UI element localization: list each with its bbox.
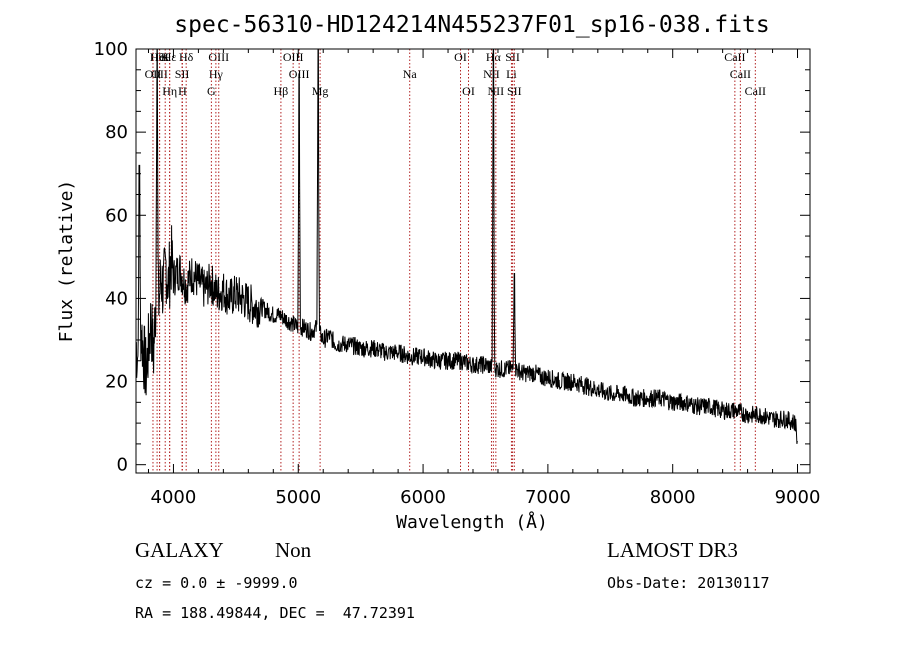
marker-label-6: OII [145,67,162,81]
marker-label-7: H [178,84,187,98]
survey-name: LAMOST DR3 [607,538,738,562]
marker-label-18: OI [454,50,467,64]
y-tick-label: 80 [105,122,128,143]
marker-label-22: NII [488,84,505,98]
coordinates-line: RA = 188.49844, DEC = 47.72391 [135,604,415,622]
obs-date: Obs-Date: 20130117 [607,574,770,592]
x-tick-label: 6000 [400,487,446,508]
x-tick-label: 8000 [650,487,696,508]
y-tick-label: 40 [105,288,128,309]
marker-label-9: SII [175,67,190,81]
marker-label-3: HeI [151,50,169,64]
x-tick-label: 7000 [525,487,571,508]
marker-label-14: OIII [283,50,304,64]
x-tick-label: 4000 [151,487,197,508]
chart-title: spec-56310-HD124214N455237F01_sp16-038.f… [174,12,769,38]
plot-frame [135,48,811,474]
marker-label-27: CaII [730,67,751,81]
marker-label-16: Mg [312,84,329,98]
marker-label-13: Hβ [274,84,289,98]
marker-label-21: NII [483,67,500,81]
x-tick-label: 9000 [775,487,821,508]
marker-label-23: SII [505,50,520,64]
y-tick-label: 60 [105,205,128,226]
object-subclass: Non [275,538,312,562]
marker-label-5: Hε [163,50,177,64]
x-axis-label: Wavelength (Å) [396,511,548,533]
marker-label-10: OIII [208,50,229,64]
marker-label-25: SII [507,84,522,98]
y-axis-label: Flux (relative) [56,180,77,343]
marker-label-11: Hγ [209,67,224,81]
marker-label-17: Na [403,67,418,81]
marker-label-12: G [207,84,216,98]
x-tick-label: 5000 [275,487,321,508]
y-tick-label: 0 [117,455,128,476]
y-tick-label: 20 [105,372,128,393]
axis-ticks: 4000 5000 6000 7000 8000 9000 0 20 40 60 80 100 [94,39,821,508]
object-class: GALAXY [135,538,224,562]
marker-label-8: Hδ [179,50,194,64]
spectrum-line [135,49,798,444]
redshift-line: cz = 0.0 ± -9999.0 [135,574,298,592]
marker-label-28: CaII [745,84,766,98]
y-tick-label: 100 [94,39,128,60]
marker-label-24: Li [506,67,517,81]
marker-label-19: OI [462,84,475,98]
spectrum-chart: spec-56310-HD124214N455237F01_sp16-038.f… [56,12,821,533]
marker-label-2: K [161,50,170,64]
marker-label-26: CaII [724,50,745,64]
